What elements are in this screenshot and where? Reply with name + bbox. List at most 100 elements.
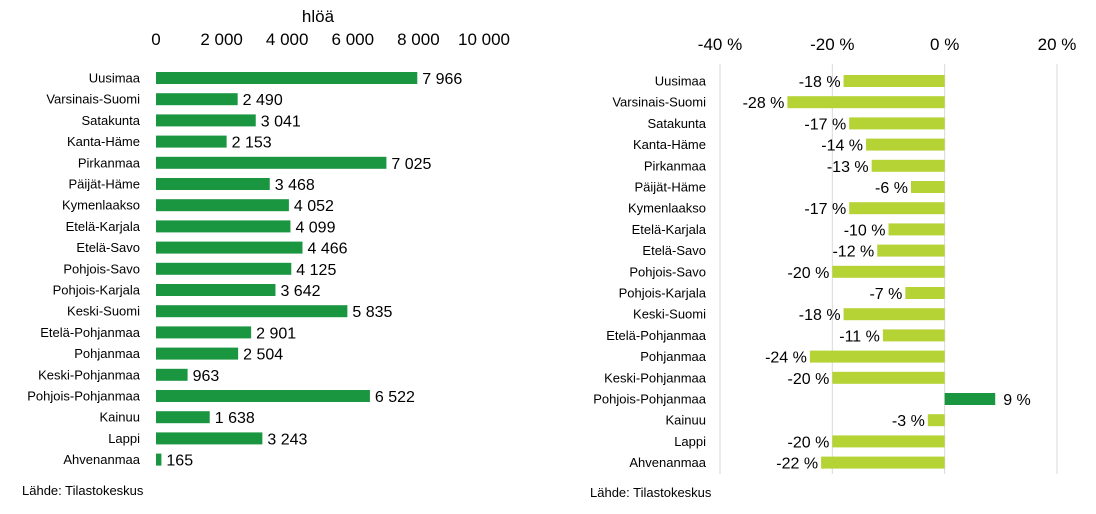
left-value-label: 1 638 bbox=[215, 410, 255, 427]
left-value-label: 165 bbox=[166, 453, 193, 470]
left-value-label: 2 153 bbox=[232, 135, 272, 152]
right-x-ticks: -40 % -20 % 0 % 20 % bbox=[698, 35, 1077, 54]
left-value-label: 7 966 bbox=[422, 71, 462, 88]
left-category-label: Kymenlaakso bbox=[62, 198, 140, 213]
right-bar-chart: -40 % -20 % 0 % 20 % Uusimaa Varsinais-Suomi… bbox=[590, 35, 1076, 500]
left-bar bbox=[156, 347, 239, 360]
right-bar bbox=[832, 371, 945, 384]
left-value-label: 4 099 bbox=[295, 219, 335, 236]
right-bar bbox=[849, 202, 945, 215]
left-category-labels: Uusimaa Varsinais-Suomi Satakunta Kanta-Häm… bbox=[27, 71, 141, 468]
left-category-label: Päijät-Häme bbox=[68, 177, 140, 192]
right-category-label: Uusimaa bbox=[655, 74, 707, 89]
left-bar bbox=[156, 135, 227, 148]
left-value-label: 3 041 bbox=[261, 113, 301, 130]
left-bar bbox=[156, 453, 162, 466]
left-x-tick-label: 8 000 bbox=[397, 30, 440, 49]
right-value-label: -11 % bbox=[839, 328, 880, 345]
left-bar bbox=[156, 93, 238, 106]
right-value-label: -13 % bbox=[827, 159, 869, 176]
left-unit-label: hlöä bbox=[302, 7, 335, 26]
left-category-label: Etelä-Pohjanmaa bbox=[40, 325, 140, 340]
left-value-label: 7 025 bbox=[391, 156, 431, 173]
right-category-label: Pirkanmaa bbox=[644, 158, 707, 173]
right-category-label: Kainuu bbox=[666, 413, 706, 428]
right-value-label: -6 % bbox=[875, 180, 908, 197]
right-bar bbox=[787, 96, 945, 109]
left-category-label: Pohjois-Savo bbox=[63, 261, 140, 276]
left-category-label: Etelä-Savo bbox=[76, 240, 140, 255]
right-x-tick-label: 20 % bbox=[1038, 35, 1077, 54]
left-category-label: Pohjois-Pohjanmaa bbox=[27, 389, 141, 404]
right-category-label: Satakunta bbox=[647, 116, 706, 131]
right-value-label: -20 % bbox=[788, 371, 830, 388]
left-bar bbox=[156, 156, 387, 169]
right-value-label: -17 % bbox=[804, 116, 846, 133]
left-bar bbox=[156, 368, 188, 381]
left-bar bbox=[156, 390, 370, 402]
right-x-tick-label: -20 % bbox=[810, 35, 854, 54]
left-bar bbox=[156, 305, 348, 318]
left-category-label: Lappi bbox=[108, 431, 140, 446]
right-value-label: -20 % bbox=[788, 265, 830, 282]
right-category-label: Ahvenanmaa bbox=[629, 455, 706, 470]
left-bar bbox=[156, 220, 291, 233]
right-value-label: 9 % bbox=[1003, 392, 1031, 409]
left-bars bbox=[156, 72, 418, 466]
left-source-label: Lähde: Tilastokeskus bbox=[22, 483, 144, 498]
left-x-tick-label: 4 000 bbox=[266, 30, 309, 49]
right-value-label: -24 % bbox=[765, 350, 807, 367]
right-category-label: Kymenlaakso bbox=[628, 201, 706, 216]
left-bar bbox=[156, 284, 276, 296]
right-bar bbox=[877, 244, 945, 257]
left-category-label: Ahvenanmaa bbox=[63, 452, 140, 467]
left-value-labels: 7 966 2 490 3 041 2 153 7 025 3 468 4 052 4 099… bbox=[166, 71, 462, 470]
right-bar bbox=[871, 159, 945, 172]
right-value-label: -12 % bbox=[832, 244, 874, 261]
right-category-label: Pohjois-Pohjanmaa bbox=[593, 392, 707, 407]
right-category-label: Keski-Suomi bbox=[633, 307, 706, 322]
right-value-label: -18 % bbox=[799, 74, 841, 91]
left-bar bbox=[156, 199, 289, 212]
right-bar bbox=[888, 223, 945, 236]
left-category-label: Pohjois-Karjala bbox=[53, 283, 141, 298]
right-bar bbox=[809, 350, 945, 363]
right-bar bbox=[821, 456, 945, 469]
left-bar bbox=[156, 326, 252, 339]
left-value-label: 3 468 bbox=[275, 177, 315, 194]
right-bar bbox=[944, 393, 996, 405]
left-x-tick-label: 10 000 bbox=[458, 30, 510, 49]
right-value-label: -7 % bbox=[869, 286, 902, 303]
left-category-label: Kanta-Häme bbox=[67, 134, 140, 149]
left-bar-chart: hlöä 0 2 000 4 000 6 000 8 000 10 000 Uusimaa… bbox=[22, 7, 510, 498]
left-category-label: Pirkanmaa bbox=[78, 155, 141, 170]
right-category-label: Etelä-Karjala bbox=[632, 222, 707, 237]
right-value-label: -28 % bbox=[743, 95, 785, 112]
right-bar bbox=[843, 308, 945, 321]
right-value-label: -17 % bbox=[804, 201, 846, 218]
right-x-tick-label: 0 % bbox=[930, 35, 959, 54]
right-category-label: Etelä-Pohjanmaa bbox=[606, 328, 706, 343]
right-bars bbox=[787, 75, 996, 469]
left-category-label: Satakunta bbox=[81, 113, 140, 128]
right-category-label: Päijät-Häme bbox=[634, 180, 706, 195]
right-category-label: Pohjois-Karjala bbox=[619, 286, 707, 301]
right-bar bbox=[882, 329, 945, 342]
right-value-label: -20 % bbox=[788, 434, 830, 451]
left-category-label: Etelä-Karjala bbox=[66, 219, 141, 234]
right-bar bbox=[832, 265, 945, 278]
left-bar bbox=[156, 262, 292, 275]
left-value-label: 2 901 bbox=[256, 325, 296, 342]
left-x-tick-label: 6 000 bbox=[332, 30, 375, 49]
right-category-label: Keski-Pohjanmaa bbox=[604, 370, 707, 385]
left-value-label: 5 835 bbox=[352, 304, 392, 321]
left-bar bbox=[156, 432, 263, 445]
right-source-label: Lähde: Tilastokeskus bbox=[590, 485, 712, 500]
right-value-label: -3 % bbox=[892, 413, 925, 430]
right-category-label: Pohjois-Savo bbox=[629, 264, 706, 279]
left-value-label: 2 504 bbox=[243, 347, 283, 364]
left-category-label: Uusimaa bbox=[89, 71, 141, 86]
left-category-label: Pohjanmaa bbox=[74, 346, 141, 361]
right-value-label: -10 % bbox=[844, 222, 886, 239]
right-bar bbox=[849, 117, 945, 130]
